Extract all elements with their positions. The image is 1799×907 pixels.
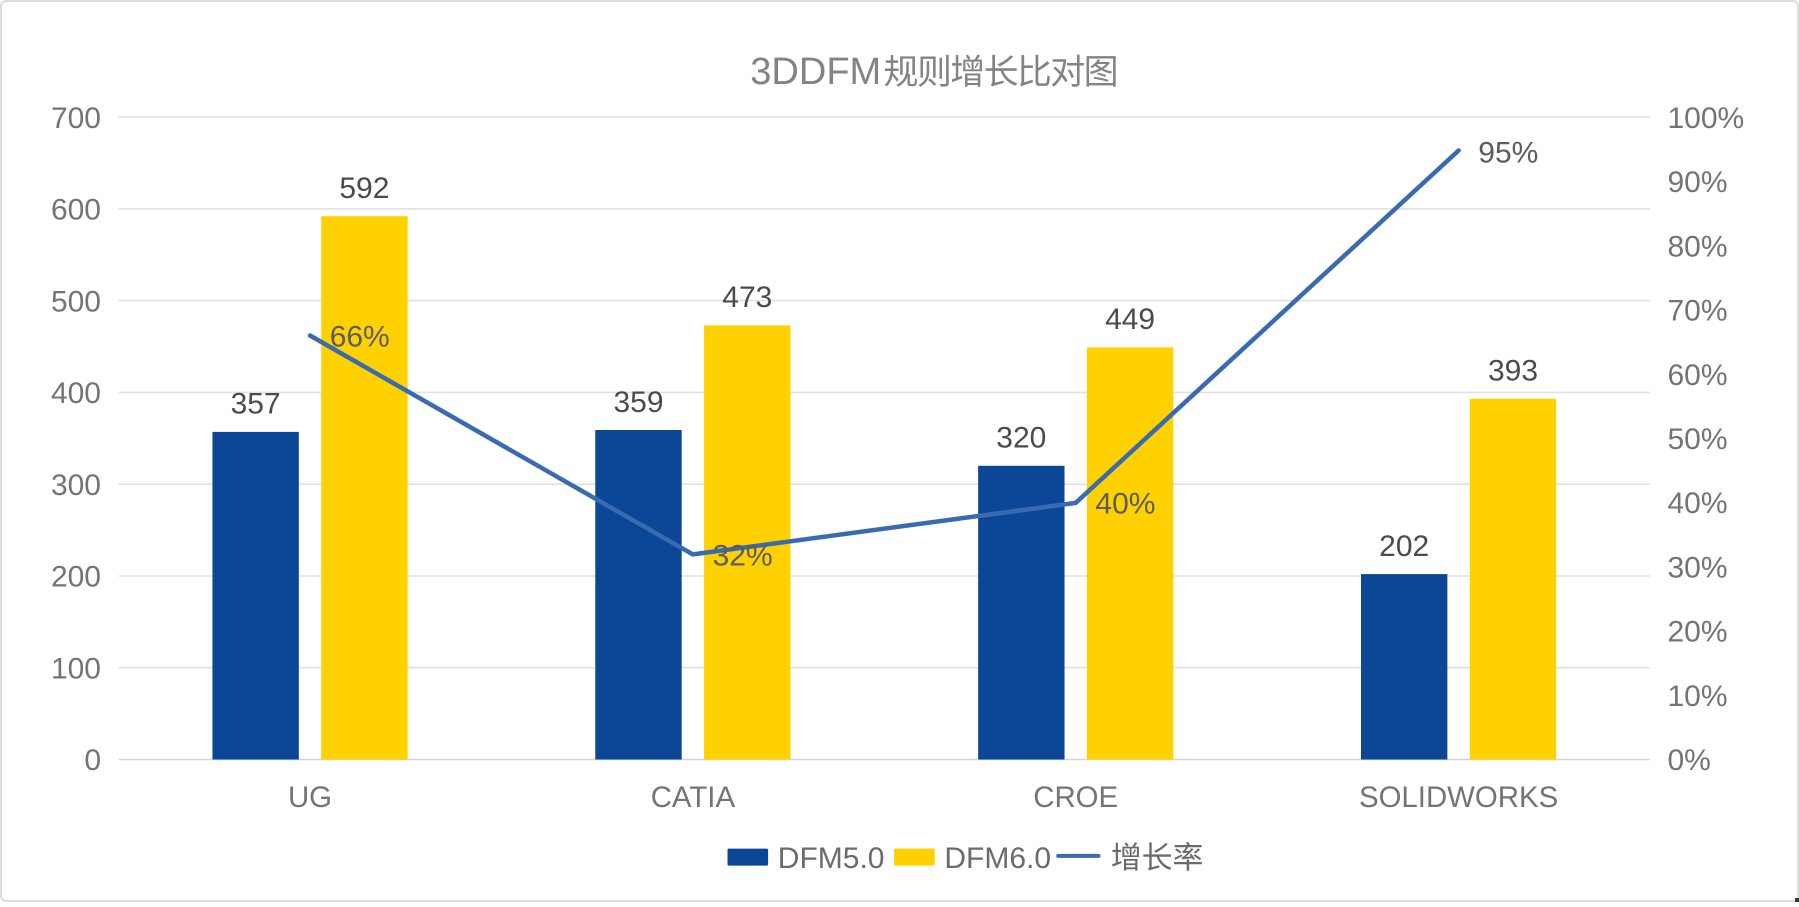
svg-text:DFM6.0: DFM6.0 bbox=[944, 842, 1051, 875]
svg-text:CATIA: CATIA bbox=[651, 781, 736, 814]
svg-text:40%: 40% bbox=[1095, 488, 1155, 521]
svg-text:50%: 50% bbox=[1668, 423, 1728, 456]
svg-text:95%: 95% bbox=[1478, 137, 1538, 170]
svg-text:80%: 80% bbox=[1668, 230, 1728, 263]
svg-text:393: 393 bbox=[1488, 355, 1538, 388]
svg-text:592: 592 bbox=[339, 172, 389, 205]
svg-text:100: 100 bbox=[51, 652, 101, 685]
svg-text:400: 400 bbox=[51, 377, 101, 410]
svg-text:UG: UG bbox=[288, 781, 332, 814]
svg-text:SOLIDWORKS: SOLIDWORKS bbox=[1359, 781, 1558, 814]
svg-text:0: 0 bbox=[84, 744, 101, 777]
svg-text:60%: 60% bbox=[1668, 359, 1728, 392]
svg-text:10%: 10% bbox=[1668, 680, 1728, 713]
svg-text:90%: 90% bbox=[1668, 166, 1728, 199]
svg-text:600: 600 bbox=[51, 194, 101, 227]
svg-text:202: 202 bbox=[1379, 530, 1429, 563]
svg-text:200: 200 bbox=[51, 561, 101, 594]
svg-text:66%: 66% bbox=[330, 321, 390, 354]
svg-text:30%: 30% bbox=[1668, 552, 1728, 585]
svg-text:473: 473 bbox=[722, 281, 772, 314]
svg-text:359: 359 bbox=[613, 386, 663, 419]
svg-text:500: 500 bbox=[51, 285, 101, 318]
svg-text:100%: 100% bbox=[1668, 102, 1745, 135]
svg-text:DFM5.0: DFM5.0 bbox=[778, 842, 885, 875]
svg-text:20%: 20% bbox=[1668, 616, 1728, 649]
svg-text:449: 449 bbox=[1105, 303, 1155, 336]
svg-text:40%: 40% bbox=[1668, 487, 1728, 520]
svg-text:0%: 0% bbox=[1668, 744, 1711, 777]
svg-text:3DDFM: 3DDFM bbox=[750, 51, 881, 93]
svg-text:700: 700 bbox=[51, 102, 101, 135]
svg-text:320: 320 bbox=[996, 422, 1046, 455]
svg-text:300: 300 bbox=[51, 469, 101, 502]
svg-text:357: 357 bbox=[231, 388, 281, 421]
svg-text:32%: 32% bbox=[713, 539, 773, 572]
svg-text:70%: 70% bbox=[1668, 295, 1728, 328]
svg-text:CROE: CROE bbox=[1033, 781, 1118, 814]
